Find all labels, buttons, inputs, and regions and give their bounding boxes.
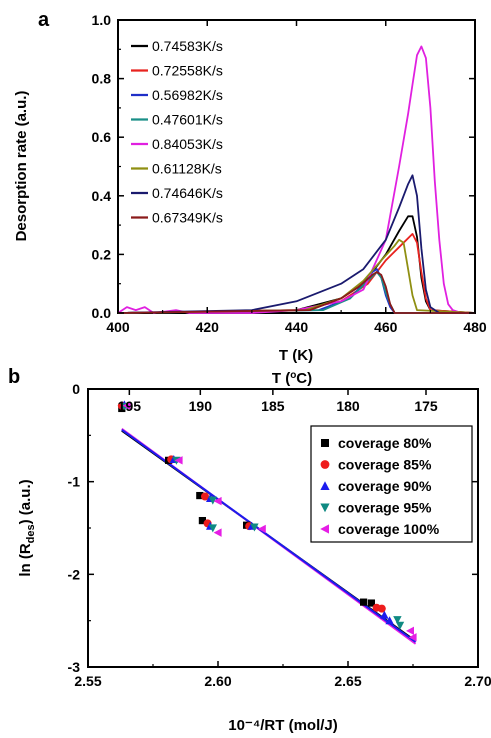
panel-a-y-tick-label: 0.8 — [92, 71, 112, 87]
panel-b-legend-label-4: coverage 95% — [338, 500, 432, 516]
panel-b-point-series-3 — [385, 616, 394, 625]
panel-b-legend-marker-5 — [320, 524, 329, 534]
panel-b-legend-marker-4 — [320, 503, 330, 513]
panel-a-series-line-7 — [117, 174, 475, 314]
panel-b-point-series-1 — [367, 599, 375, 607]
panel-b-y-tick-label: -2 — [68, 566, 81, 582]
panel-b-y-tick-label: -3 — [68, 659, 81, 675]
panel-a-y-tick-label: 0.4 — [92, 188, 112, 204]
panel-b-point-series-5 — [257, 524, 266, 534]
panel-b-point-series-1 — [198, 516, 206, 525]
panel-a: a 400 420 440 460 480 0.0 0.2 0.4 0.6 0.8 1.0 0.74… — [13, 9, 487, 364]
panel-b-point-series-2 — [377, 604, 386, 613]
panel-b-x-tick-label: 2.55 — [74, 673, 101, 689]
panel-b-legend-marker-3 — [320, 481, 330, 490]
panel-b-x-tick-label: 2.65 — [334, 673, 361, 689]
panel-b-point-series-5 — [213, 496, 222, 506]
panel-b-fit-line-3 — [121, 428, 417, 643]
panel-b-top-tick-label: 190 — [189, 398, 213, 414]
panel-a-legend-label-4: 0.47601K/s — [152, 112, 223, 128]
panel-a-y-tick-label: 1.0 — [92, 12, 112, 28]
panel-b-point-series-1 — [360, 598, 368, 606]
panel-b: b T (oC) 2.55 2.60 2.65 2.70 0 -1 -2 -3 195 190 18… — [8, 366, 491, 734]
panel-a-series-layer — [117, 45, 476, 314]
panel-a-legend-label-8: 0.67349K/s — [152, 210, 223, 226]
panel-b-x-tick-label: 2.70 — [464, 673, 491, 689]
panel-b-y-tick-label: -1 — [68, 474, 81, 490]
panel-b-top-tick-label: 185 — [261, 398, 285, 414]
panel-a-x-tick-label: 460 — [374, 319, 398, 335]
panel-b-point-series-4 — [395, 621, 405, 630]
panel-b-top-tick-label: 180 — [336, 398, 360, 414]
panel-b-points-layer — [117, 400, 417, 642]
panel-b-point-series-3 — [380, 610, 389, 619]
panel-a-x-axis-label: T (K) — [279, 347, 313, 364]
panel-b-legend-marker-1 — [321, 439, 329, 447]
panel-a-ticks-layer: 400 420 440 460 480 0.0 0.2 0.4 0.6 0.8 1.0 — [92, 12, 487, 335]
panel-a-y-axis-label: Desorption rate (a.u.) — [13, 91, 30, 242]
panel-b-point-series-4 — [250, 523, 259, 532]
panel-b-x-axis-label: 10⁻⁴/RT (mol/J) — [228, 717, 338, 734]
panel-a-legend-label-7: 0.74646K/s — [152, 185, 223, 201]
panel-b-legend-label-1: coverage 80% — [338, 435, 432, 451]
panel-b-point-series-4 — [208, 524, 217, 533]
panel-b-legend-box — [310, 425, 473, 543]
panel-b-letter: b — [8, 366, 20, 388]
panel-b-top-axis-label: T (oC) — [272, 370, 312, 387]
panel-b-point-series-5 — [408, 633, 417, 642]
panel-b-legend-label-5: coverage 100% — [338, 521, 440, 537]
panel-b-y-tick-label: 0 — [72, 381, 80, 397]
panel-b-point-series-5 — [406, 626, 414, 636]
panel-a-y-tick-label: 0.2 — [92, 246, 112, 262]
panel-a-x-tick-label: 420 — [196, 319, 220, 335]
panel-b-legend-label-3: coverage 90% — [338, 478, 432, 494]
panel-b-legend-label-2: coverage 85% — [338, 457, 432, 473]
panel-a-series-line-8 — [117, 271, 475, 314]
panel-b-y-axis-label: ln (Rdes) (a.u.) — [17, 479, 37, 576]
panel-a-series-line-1 — [117, 215, 476, 314]
panel-b-point-series-2 — [201, 492, 209, 501]
panel-a-x-tick-label: 440 — [285, 319, 309, 335]
panel-a-legend: 0.74583K/s 0.72558K/s 0.56982K/s 0.47601K/s… — [131, 38, 223, 226]
panel-a-letter: a — [38, 9, 50, 31]
panel-b-x-tick-label: 2.60 — [204, 673, 231, 689]
panel-b-top-tick-label: 175 — [414, 398, 438, 414]
panel-a-y-tick-label: 0.0 — [92, 305, 112, 321]
panel-b-ticks-layer: 2.55 2.60 2.65 2.70 0 -1 -2 -3 195 190 185 180 175 — [68, 381, 491, 689]
panel-a-legend-label-5: 0.84053K/s — [152, 136, 223, 152]
panel-b-point-series-5 — [122, 401, 131, 410]
panel-a-legend-label-1: 0.74583K/s — [152, 38, 223, 54]
panel-a-legend-label-2: 0.72558K/s — [152, 63, 223, 79]
panel-b-point-series-4 — [208, 496, 217, 505]
panel-a-legend-label-6: 0.61128K/s — [152, 161, 222, 177]
panel-b-fit-lines — [121, 428, 417, 645]
panel-b-top-tick-label: 195 — [118, 398, 142, 414]
panel-a-x-tick-label: 400 — [106, 319, 130, 335]
panel-a-y-tick-label: 0.6 — [92, 129, 112, 145]
panel-b-point-series-4 — [393, 616, 402, 625]
panel-a-x-tick-label: 480 — [463, 319, 487, 335]
panel-b-point-series-1 — [196, 491, 204, 500]
panel-b-legend-marker-2 — [320, 460, 330, 469]
panel-b-point-series-5 — [213, 528, 222, 537]
panel-b-legend: coverage 80% coverage 85% coverage 90% cove… — [310, 425, 473, 543]
panel-a-legend-label-3: 0.56982K/s — [152, 87, 223, 103]
panel-b-point-series-5 — [174, 456, 183, 465]
